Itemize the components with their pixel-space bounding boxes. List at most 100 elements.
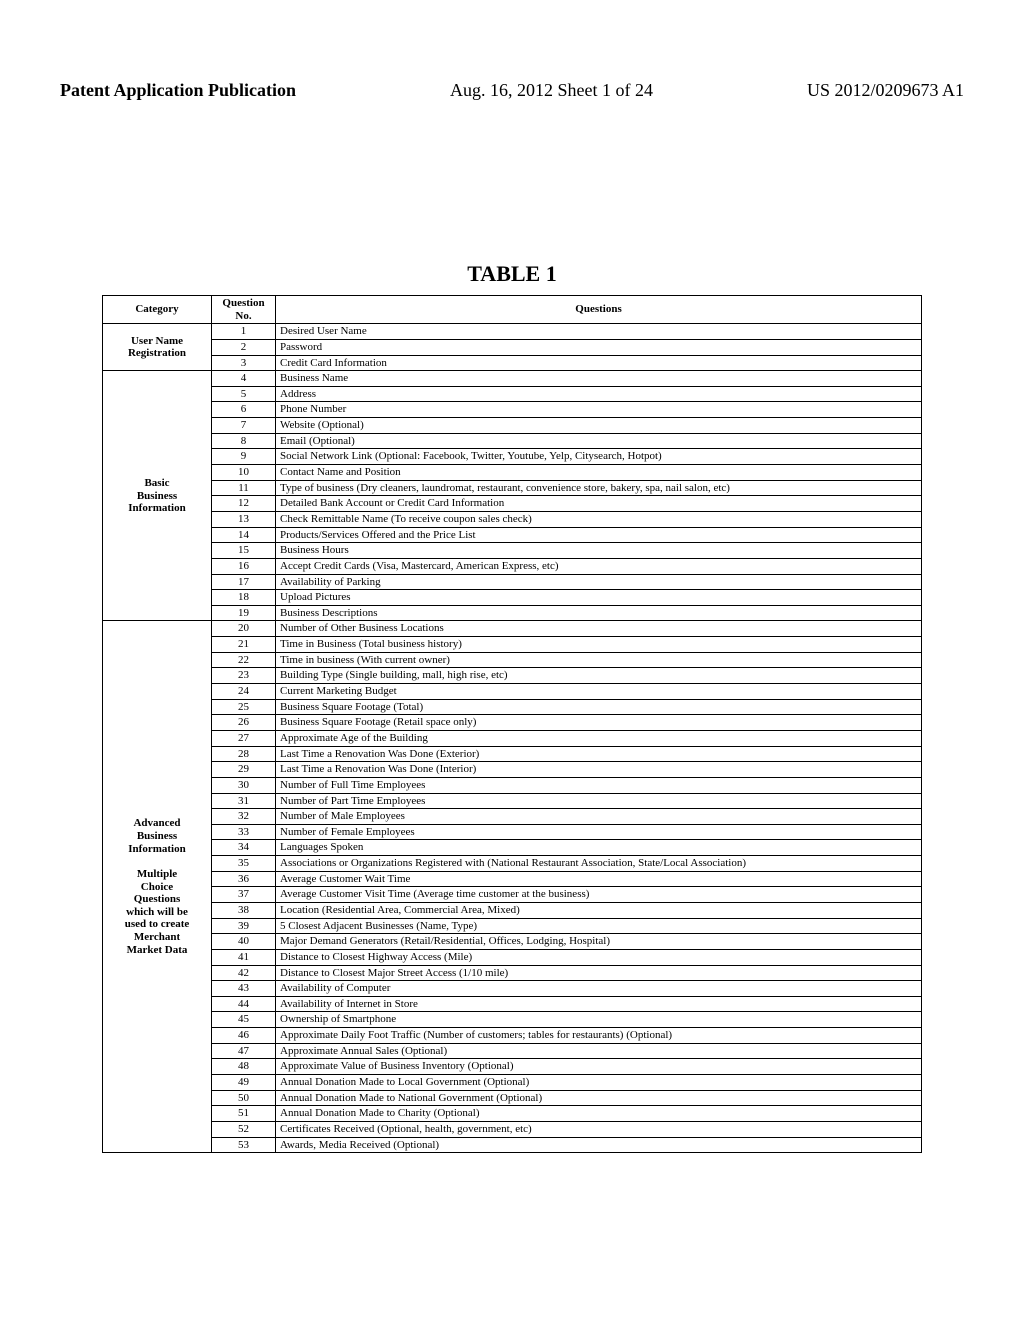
question-cell: Availability of Parking [276,574,922,590]
question-cell: Ownership of Smartphone [276,1012,922,1028]
table-row: 6Phone Number [103,402,922,418]
question-no-cell: 5 [212,386,276,402]
question-no-cell: 35 [212,856,276,872]
question-cell: Awards, Media Received (Optional) [276,1137,922,1153]
question-no-cell: 17 [212,574,276,590]
table-row: 31Number of Part Time Employees [103,793,922,809]
table-row: 18Upload Pictures [103,590,922,606]
question-no-cell: 32 [212,809,276,825]
question-cell: Business Name [276,371,922,387]
question-no-cell: 25 [212,699,276,715]
question-cell: Average Customer Visit Time (Average tim… [276,887,922,903]
question-no-cell: 46 [212,1028,276,1044]
table-row: 395 Closest Adjacent Businesses (Name, T… [103,918,922,934]
header-right: US 2012/0209673 A1 [807,80,964,101]
question-no-cell: 31 [212,793,276,809]
table-body: User NameRegistration1Desired User Name2… [103,324,922,1153]
question-no-cell: 40 [212,934,276,950]
question-cell: Number of Part Time Employees [276,793,922,809]
question-cell: Number of Male Employees [276,809,922,825]
question-cell: Last Time a Renovation Was Done (Exterio… [276,746,922,762]
question-no-cell: 7 [212,418,276,434]
table-row: 14Products/Services Offered and the Pric… [103,527,922,543]
table-row: 24Current Marketing Budget [103,684,922,700]
question-no-cell: 24 [212,684,276,700]
question-no-cell: 39 [212,918,276,934]
question-no-cell: 52 [212,1121,276,1137]
question-no-cell: 28 [212,746,276,762]
table-row: 2Password [103,339,922,355]
table-row: 36Average Customer Wait Time [103,871,922,887]
category-cell: BasicBusinessInformation [103,371,212,621]
question-cell: Certificates Received (Optional, health,… [276,1121,922,1137]
question-no-cell: 10 [212,465,276,481]
question-no-cell: 22 [212,652,276,668]
question-no-cell: 45 [212,1012,276,1028]
question-cell: Check Remittable Name (To receive coupon… [276,511,922,527]
question-cell: Time in business (With current owner) [276,652,922,668]
question-no-cell: 37 [212,887,276,903]
table-row: BasicBusinessInformation4Business Name [103,371,922,387]
question-cell: Current Marketing Budget [276,684,922,700]
table-row: AdvancedBusinessInformation MultipleChoi… [103,621,922,637]
table-row: 45Ownership of Smartphone [103,1012,922,1028]
table-row: 41Distance to Closest Highway Access (Mi… [103,949,922,965]
page: Patent Application Publication Aug. 16, … [0,0,1024,1320]
question-cell: Number of Other Business Locations [276,621,922,637]
table-row: 7Website (Optional) [103,418,922,434]
question-no-cell: 34 [212,840,276,856]
table-row: 12Detailed Bank Account or Credit Card I… [103,496,922,512]
question-no-cell: 8 [212,433,276,449]
table-row: 53Awards, Media Received (Optional) [103,1137,922,1153]
question-no-cell: 11 [212,480,276,496]
question-cell: Social Network Link (Optional: Facebook,… [276,449,922,465]
question-cell: Availability of Internet in Store [276,996,922,1012]
question-cell: 5 Closest Adjacent Businesses (Name, Typ… [276,918,922,934]
question-cell: Detailed Bank Account or Credit Card Inf… [276,496,922,512]
question-no-cell: 15 [212,543,276,559]
table-row: 29Last Time a Renovation Was Done (Inter… [103,762,922,778]
header-center: Aug. 16, 2012 Sheet 1 of 24 [450,80,653,101]
table-row: 32Number of Male Employees [103,809,922,825]
question-cell: Desired User Name [276,324,922,340]
table-row: 38Location (Residential Area, Commercial… [103,902,922,918]
table-row: 34Languages Spoken [103,840,922,856]
question-cell: Location (Residential Area, Commercial A… [276,902,922,918]
question-no-cell: 47 [212,1043,276,1059]
table-row: 42Distance to Closest Major Street Acces… [103,965,922,981]
question-no-cell: 33 [212,824,276,840]
question-no-cell: 51 [212,1106,276,1122]
question-cell: Associations or Organizations Registered… [276,856,922,872]
question-cell: Annual Donation Made to Local Government… [276,1075,922,1091]
table-row: 9Social Network Link (Optional: Facebook… [103,449,922,465]
table-row: 40Major Demand Generators (Retail/Reside… [103,934,922,950]
question-cell: Number of Full Time Employees [276,777,922,793]
question-no-cell: 49 [212,1075,276,1091]
question-cell: Website (Optional) [276,418,922,434]
category-cell: AdvancedBusinessInformation MultipleChoi… [103,621,212,1153]
col-header-question-no-line2: No. [235,310,251,322]
question-cell: Approximate Value of Business Inventory … [276,1059,922,1075]
table-row: 44Availability of Internet in Store [103,996,922,1012]
question-no-cell: 2 [212,339,276,355]
table-row: 16Accept Credit Cards (Visa, Mastercard,… [103,558,922,574]
question-cell: Building Type (Single building, mall, hi… [276,668,922,684]
col-header-question-no-line1: Question [222,297,264,309]
table-row: 28Last Time a Renovation Was Done (Exter… [103,746,922,762]
question-no-cell: 27 [212,730,276,746]
question-no-cell: 1 [212,324,276,340]
question-no-cell: 43 [212,981,276,997]
table-row: 33Number of Female Employees [103,824,922,840]
table-row: 13Check Remittable Name (To receive coup… [103,511,922,527]
table-title: TABLE 1 [60,261,964,287]
question-no-cell: 3 [212,355,276,371]
table-row: 11Type of business (Dry cleaners, laundr… [103,480,922,496]
table-row: 37Average Customer Visit Time (Average t… [103,887,922,903]
question-cell: Annual Donation Made to National Governm… [276,1090,922,1106]
question-no-cell: 20 [212,621,276,637]
question-cell: Distance to Closest Highway Access (Mile… [276,949,922,965]
question-cell: Products/Services Offered and the Price … [276,527,922,543]
question-cell: Major Demand Generators (Retail/Resident… [276,934,922,950]
table-row: 52Certificates Received (Optional, healt… [103,1121,922,1137]
question-no-cell: 13 [212,511,276,527]
